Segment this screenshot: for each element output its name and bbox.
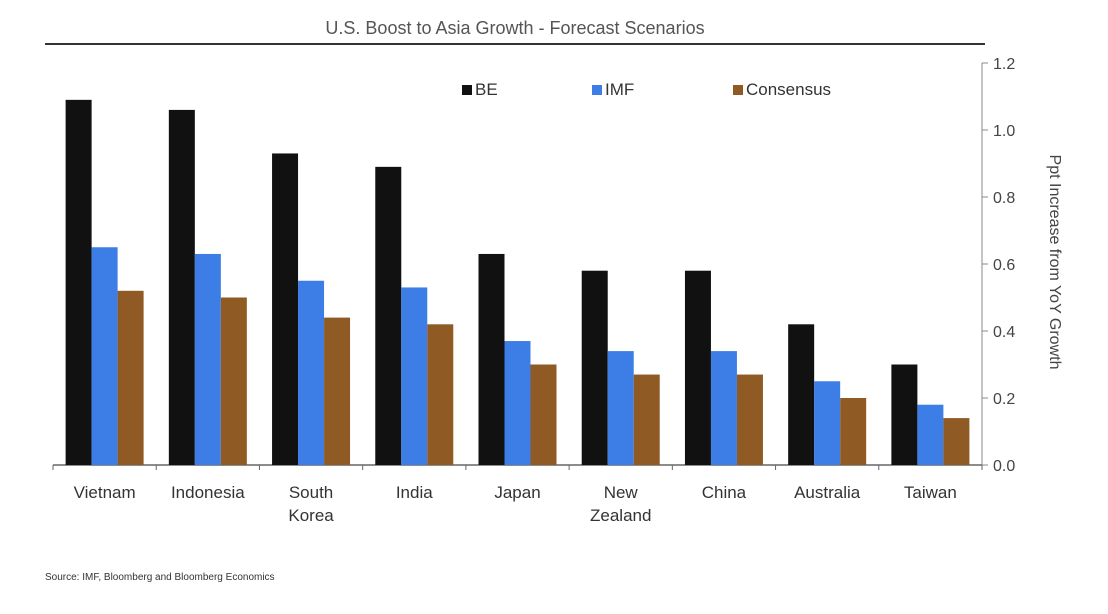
legend: BE IMF Consensus (462, 80, 831, 99)
bar-imf (91, 247, 118, 465)
legend-swatch-consensus (733, 85, 743, 95)
y-tick-label: 0.6 (993, 257, 1015, 274)
x-tick-label: Vietnam (74, 483, 136, 502)
chart-title: U.S. Boost to Asia Growth - Forecast Sce… (325, 18, 705, 38)
y-axis: 0.0 0.2 0.4 0.6 0.8 1.0 1.2 (981, 56, 1015, 475)
bar-be (272, 153, 299, 465)
bar-imf (401, 287, 428, 465)
y-tick-label: 0.8 (993, 190, 1015, 207)
legend-label-consensus: Consensus (746, 80, 831, 99)
bar-imf (607, 351, 634, 465)
x-axis: Vietnam Indonesia South Korea India Japan New Z… (52, 464, 983, 525)
bar-imf (504, 341, 531, 465)
title-divider (45, 43, 985, 45)
x-tick-label: South Korea (288, 483, 334, 525)
legend-swatch-be (462, 85, 472, 95)
y-tick-label: 0.4 (993, 324, 1015, 341)
bar-consensus (736, 374, 763, 465)
bar-imf (814, 381, 841, 465)
y-tick-label: 0.2 (993, 391, 1015, 408)
bar-be (65, 99, 92, 465)
bar-consensus (943, 418, 970, 465)
bar-be (581, 270, 608, 465)
x-tick-label: China (702, 483, 747, 502)
bar-consensus (840, 398, 867, 465)
legend-label-imf: IMF (605, 80, 634, 99)
x-tick-label: Indonesia (171, 483, 245, 502)
y-axis-label: Ppt Increase from YoY Growth (1046, 155, 1063, 370)
bar-consensus (324, 317, 351, 465)
legend-swatch-imf (592, 85, 602, 95)
bar-be (891, 364, 918, 465)
bar-consensus (220, 297, 247, 465)
bar-imf (194, 253, 221, 465)
bar-imf (710, 351, 737, 465)
x-tick-label: Japan (494, 483, 540, 502)
x-tick-label: New Zealand (590, 483, 651, 525)
bar-consensus (427, 324, 454, 465)
bar-be (168, 109, 195, 466)
bars (65, 99, 970, 466)
y-tick-label: 1.2 (993, 56, 1015, 73)
y-tick-label: 0.0 (993, 458, 1015, 475)
source-note: Source: IMF, Bloomberg and Bloomberg Eco… (45, 572, 275, 583)
bar-be (478, 253, 505, 465)
bar-be (788, 324, 815, 465)
bar-consensus (633, 374, 660, 465)
bar-imf (298, 280, 325, 465)
x-tick-label: India (396, 483, 433, 502)
x-tick-label: Australia (794, 483, 861, 502)
bar-consensus (530, 364, 557, 465)
bar-be (684, 270, 711, 465)
bar-be (375, 166, 402, 465)
bar-consensus (117, 290, 144, 465)
bar-imf (917, 404, 944, 465)
y-tick-label: 1.0 (993, 123, 1015, 140)
legend-label-be: BE (475, 80, 498, 99)
x-tick-label: Taiwan (904, 483, 957, 502)
